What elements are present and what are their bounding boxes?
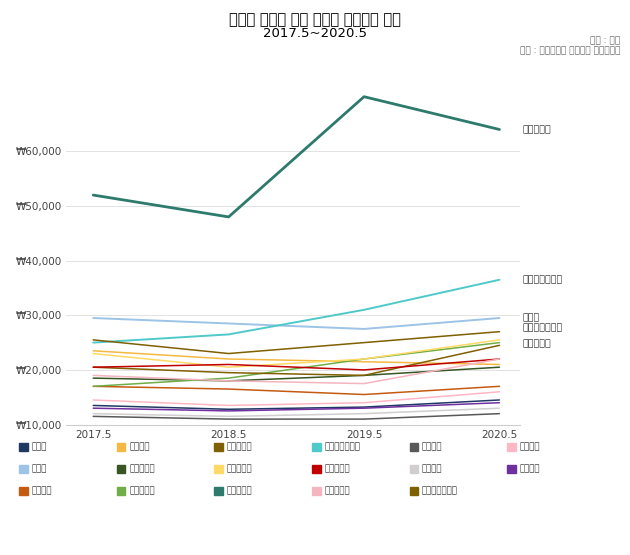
Text: 대구광역시: 대구광역시 — [129, 487, 155, 496]
Text: 인천광역시: 인천광역시 — [324, 487, 350, 496]
Text: 충청남도: 충청남도 — [520, 442, 541, 451]
Text: 세종특별자치시: 세종특별자치시 — [324, 442, 360, 451]
Text: 출처 : 국토교통부 실거래가 공개시스템: 출처 : 국토교통부 실거래가 공개시스템 — [520, 47, 621, 56]
Text: 부산광역시: 부산광역시 — [227, 465, 253, 473]
Text: 서울특별시: 서울특별시 — [522, 125, 551, 134]
Text: 경상북도: 경상북도 — [129, 442, 150, 451]
Text: 경기도: 경기도 — [522, 314, 540, 322]
Text: 광주광역시: 광주광역시 — [129, 465, 155, 473]
Text: 강원도: 강원도 — [32, 442, 47, 451]
Text: 충청북도: 충청북도 — [520, 465, 541, 473]
Text: 대전광역시: 대전광역시 — [227, 442, 253, 451]
Text: 단위 : 만원: 단위 : 만원 — [590, 36, 621, 45]
Text: 경기도: 경기도 — [32, 465, 47, 473]
Text: 제주특별자치도: 제주특별자치도 — [522, 324, 563, 332]
Text: 울산광역시: 울산광역시 — [324, 465, 350, 473]
Text: 부산광역시: 부산광역시 — [522, 339, 551, 348]
Text: 전라남도: 전라남도 — [422, 442, 443, 451]
Text: 2017.5~2020.5: 2017.5~2020.5 — [263, 27, 367, 39]
Text: 제주특별자치도: 제주특별자치도 — [422, 487, 458, 496]
Text: 서울특별시: 서울특별시 — [227, 487, 253, 496]
Text: 시도별 아파트 매매 실거래 중위가격 변화: 시도별 아파트 매매 실거래 중위가격 변화 — [229, 12, 401, 27]
Text: 경상남도: 경상남도 — [32, 487, 52, 496]
Text: 세종특별자치시: 세종특별자치시 — [522, 275, 563, 284]
Text: 전라북도: 전라북도 — [422, 465, 443, 473]
